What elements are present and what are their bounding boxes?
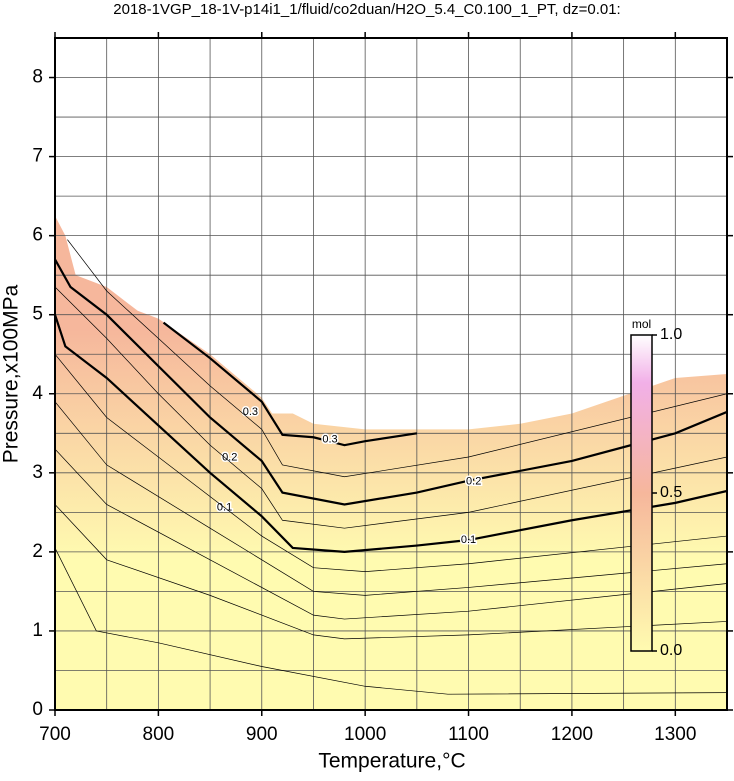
colorbar [630,334,653,652]
data-region [55,215,727,710]
colorbar-label: mol [632,317,651,331]
contour-line [55,258,727,506]
contour-line [67,239,727,478]
contour-label: 0.2 [466,475,481,487]
x-tick-label: 800 [143,724,175,745]
x-tick-label: 1200 [551,724,593,745]
colorbar-tick-label: 0.0 [660,642,682,659]
colorbar-tick-label: 0.5 [660,484,682,501]
x-tick-label: 1300 [654,724,696,745]
y-tick-label: 4 [32,383,43,404]
x-tick-label: 1100 [448,724,489,745]
y-tick-label: 6 [32,225,43,246]
contour-line [55,354,727,572]
contour-line [55,448,727,620]
plot-frame [54,37,728,711]
contour-line [55,547,727,695]
y-tick-label: 3 [32,462,43,483]
contour-label: 0.3 [243,406,258,418]
y-tick-label: 0 [32,699,43,720]
x-tick-label: 1000 [344,724,386,745]
contour-line [55,314,727,553]
colorbar-tick-label: 1.0 [660,326,682,343]
contour-line [55,286,727,529]
contour-label: 0.2 [222,452,237,464]
x-axis-label: Temperature,°C [318,750,465,773]
x-tick-label: 900 [246,724,278,745]
plot-area: 0.10.10.20.20.30.3 [54,37,728,711]
y-tick-label: 5 [32,304,43,325]
y-tick-label: 1 [32,620,43,641]
y-tick-label: 7 [32,146,43,167]
y-tick-label: 8 [32,67,43,88]
y-axis-label: Pressure,x100MPa [0,284,23,463]
contour-line [162,321,418,447]
y-tick-label: 2 [32,541,43,562]
chart-title: 2018-1VGP_18-1V-p14i1_1/fluid/co2duan/H2… [113,1,620,18]
contour-label: 0.1 [461,534,476,546]
x-tick-label: 700 [39,724,71,745]
contour-label: 0.3 [322,434,337,446]
contour-line [55,401,727,596]
contour-line [55,504,727,640]
